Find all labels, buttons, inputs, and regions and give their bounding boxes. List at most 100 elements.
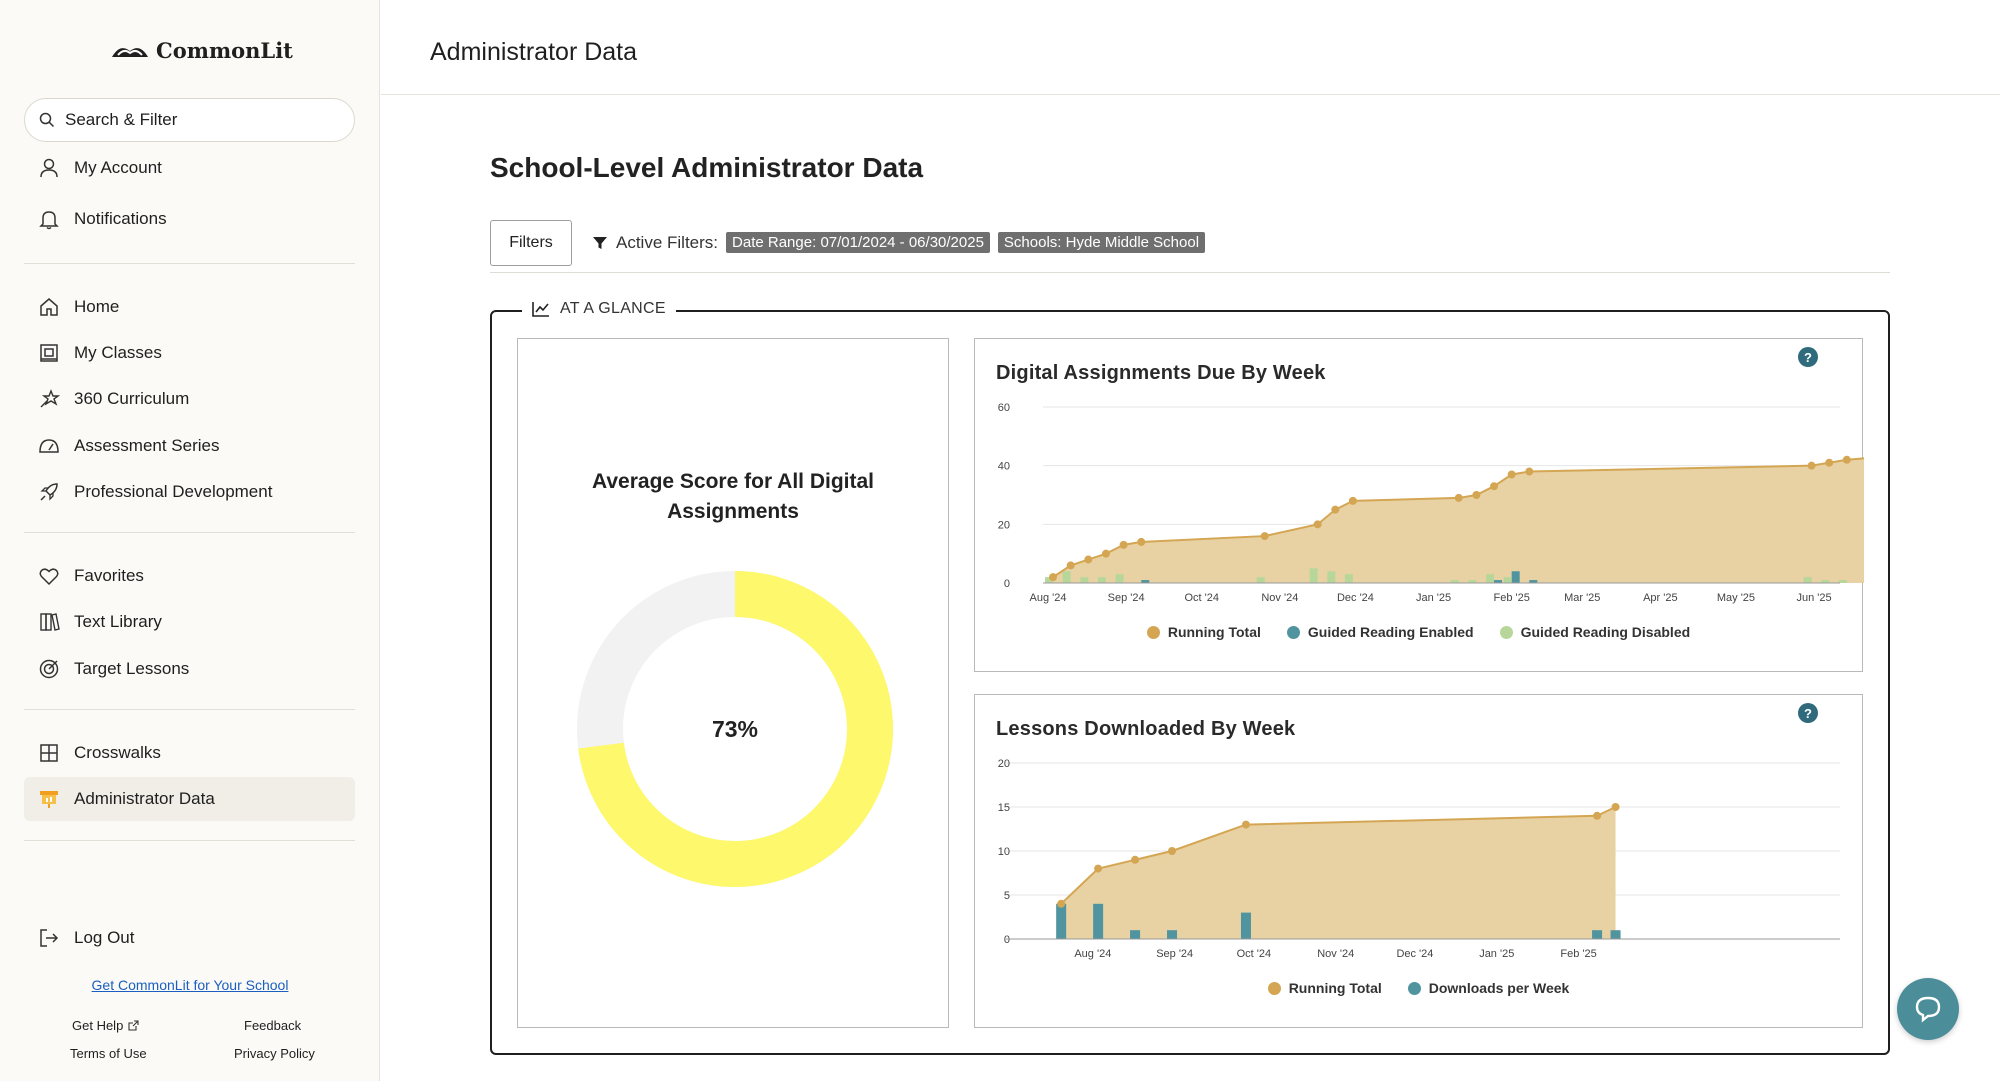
chart-title: Digital Assignments Due By Week — [996, 362, 1326, 384]
downloads-chart: 0 5 10 15 20 Aug '24 Sep '24 Oct '24 Nov '24 Dec … — [998, 758, 1840, 960]
x-tick-label: Sep '24 — [1108, 592, 1145, 604]
bar — [1821, 580, 1830, 583]
chip-value: Hyde Middle School — [1065, 234, 1200, 251]
feedback-link[interactable]: Feedback — [244, 1018, 302, 1033]
legend-item-running-total[interactable]: Running Total — [1267, 980, 1382, 996]
help-icon[interactable]: ? — [1798, 347, 1818, 367]
x-tick-label: Nov '24 — [1261, 592, 1298, 604]
logo-text: CommonLit — [156, 38, 293, 63]
books-icon — [40, 613, 60, 631]
at-a-glance-panel — [490, 310, 1890, 1055]
sidebar-item-my-classes[interactable]: My Classes — [24, 331, 355, 375]
data-point — [1331, 505, 1340, 514]
bar — [1503, 577, 1512, 583]
x-tick-label: Jun '25 — [1797, 592, 1832, 604]
get-help-link[interactable]: Get Help — [72, 1018, 139, 1033]
home-icon — [40, 298, 58, 316]
chat-support-button[interactable] — [1897, 978, 1959, 1040]
y-tick-label: 60 — [998, 402, 1010, 414]
heart-icon — [39, 568, 59, 586]
commonlit-logo[interactable]: CommonLit — [110, 38, 293, 63]
sidebar-item-label: My Classes — [74, 343, 162, 362]
legend-item-downloads-per-week[interactable]: Downloads per Week — [1407, 980, 1569, 996]
sidebar-item-text-library[interactable]: Text Library — [24, 600, 355, 644]
bar — [1529, 580, 1538, 583]
bar — [1344, 574, 1353, 583]
target-icon — [39, 659, 59, 679]
sidebar-item-notifications[interactable]: Notifications — [24, 197, 355, 241]
logout-label: Log Out — [74, 928, 135, 947]
at-a-glance-label: AT A GLANCE — [560, 300, 666, 317]
x-tick-label: Aug '24 — [1074, 948, 1111, 960]
sidebar-item-target-lessons[interactable]: Target Lessons — [24, 647, 355, 691]
y-tick-label: 5 — [1004, 890, 1010, 902]
legend-swatch — [1146, 625, 1160, 639]
legend-swatch — [1407, 981, 1421, 995]
bar — [1592, 930, 1603, 939]
bar — [1450, 580, 1459, 583]
x-tick-label: Apr '25 — [1643, 592, 1678, 604]
logout-icon — [40, 929, 59, 947]
date-range-chip: Date Range: 07/01/2024 - 06/30/2025 — [726, 232, 990, 253]
sidebar-item-assessment-series[interactable]: Assessment Series — [24, 424, 355, 468]
legend-item-guided-disabled[interactable]: Guided Reading Disabled — [1499, 624, 1690, 640]
sidebar-item-favorites[interactable]: Favorites — [24, 554, 355, 598]
x-tick-label: Aug '24 — [1030, 592, 1067, 604]
legend-item-guided-enabled[interactable]: Guided Reading Enabled — [1286, 624, 1474, 640]
data-point — [1525, 467, 1534, 476]
x-tick-label: Sep '24 — [1156, 948, 1193, 960]
data-point — [1260, 532, 1269, 541]
sidebar-item-label: Assessment Series — [74, 436, 220, 455]
data-point — [1472, 491, 1481, 499]
assignments-chart-card: Digital Assignments Due By Week ? 0 20 40 6… — [974, 338, 1864, 672]
bell-icon — [39, 211, 59, 230]
sidebar-item-home[interactable]: Home — [24, 285, 355, 329]
data-point — [1131, 855, 1140, 864]
bar — [1610, 930, 1621, 939]
sidebar-item-my-account[interactable]: My Account — [24, 146, 355, 190]
legend-label: Running Total — [1288, 980, 1382, 996]
sidebar-item-administrator-data[interactable]: Administrator Data — [24, 777, 355, 821]
bar — [1080, 577, 1089, 583]
get-commonlit-link[interactable]: Get CommonLit for Your School — [91, 977, 289, 993]
bar — [1494, 580, 1503, 583]
active-filters-label: Active Filters: — [616, 232, 719, 252]
sidebar-item-360-curriculum[interactable]: 360 Curriculum — [24, 377, 355, 421]
x-tick-label: Feb '25 — [1494, 592, 1530, 604]
legend-label: Running Total — [1167, 624, 1261, 640]
help-icon[interactable]: ? — [1798, 703, 1818, 723]
assignments-chart: 0 20 40 60 Aug '24 Sep '24 Oct '24 Nov '24 Dec '… — [998, 402, 1864, 604]
external-link-icon — [128, 1020, 139, 1031]
privacy-link[interactable]: Privacy Policy — [234, 1046, 315, 1061]
bar — [1468, 580, 1477, 583]
sidebar-item-crosswalks[interactable]: Crosswalks — [24, 731, 355, 775]
logout-button[interactable]: Log Out — [24, 916, 355, 960]
bar — [1486, 574, 1495, 583]
data-point — [1084, 555, 1093, 564]
data-point — [1313, 520, 1322, 529]
x-tick-label: Oct '24 — [1184, 592, 1219, 604]
terms-link[interactable]: Terms of Use — [70, 1046, 147, 1061]
sidebar-item-label: 360 Curriculum — [74, 389, 190, 408]
legend-swatch — [1267, 981, 1281, 995]
chat-icon — [1915, 996, 1941, 1023]
x-tick-label: Oct '24 — [1237, 948, 1272, 960]
sidebar-item-professional-development[interactable]: Professional Development — [24, 470, 355, 514]
average-score-title: Average Score for All Digital Assignment… — [591, 470, 875, 523]
x-tick-label: Jan '25 — [1479, 948, 1514, 960]
bar — [1167, 930, 1178, 939]
sidebar-item-label: Professional Development — [74, 482, 273, 501]
average-score-value: 73% — [712, 716, 758, 742]
sidebar-item-label: Administrator Data — [74, 789, 215, 808]
average-score-donut: 73% — [577, 571, 893, 887]
legend-item-running-total[interactable]: Running Total — [1146, 624, 1261, 640]
filters-button[interactable]: Filters — [490, 220, 572, 266]
running-total-area — [1053, 458, 1864, 583]
search-filter-button[interactable]: Search & Filter — [24, 98, 355, 142]
x-tick-label: Jan '25 — [1416, 592, 1451, 604]
at-a-glance-heading: AT A GLANCE — [522, 300, 676, 318]
y-tick-label: 0 — [1004, 934, 1010, 946]
sidebar-item-label: Text Library — [74, 612, 162, 631]
y-tick-label: 10 — [998, 846, 1010, 858]
average-score-card: Average Score for All Digital Assignment… — [517, 338, 949, 1028]
